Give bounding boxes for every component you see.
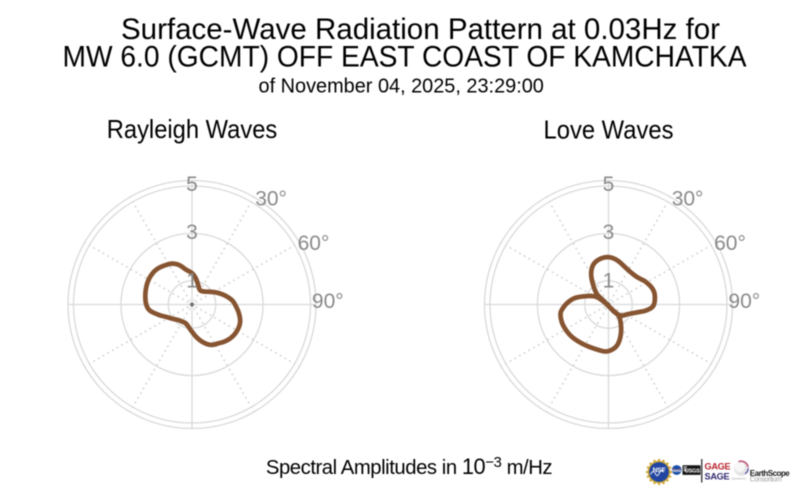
svg-text:NASA: NASA [672,469,682,473]
svg-text:5: 5 [603,173,615,196]
svg-text:90°: 90° [728,290,760,313]
svg-text:Operated by: Operated by [732,477,747,481]
svg-text:USGS: USGS [685,468,701,474]
svg-text:60°: 60° [714,232,746,255]
svg-text:NSF: NSF [653,467,666,474]
svg-text:of November 04, 2025, 23:29:00: of November 04, 2025, 23:29:00 [259,75,544,97]
svg-text:3: 3 [186,221,198,244]
svg-text:Love Waves: Love Waves [544,114,674,144]
svg-text:Surface-Wave Radiation Pattern: Surface-Wave Radiation Pattern at 0.03Hz… [121,13,720,46]
svg-text:3: 3 [603,221,615,244]
svg-text:Consortium: Consortium [750,477,782,484]
svg-text:EarthScope: EarthScope [750,469,791,478]
svg-text:GAGE: GAGE [705,462,731,472]
svg-text:SAGE: SAGE [705,471,730,481]
svg-text:30°: 30° [672,187,704,210]
svg-text:MW 6.0 (GCMT) OFF EAST COAST O: MW 6.0 (GCMT) OFF EAST COAST OF KAMCHATK… [63,41,747,74]
svg-text:5: 5 [186,173,198,196]
svg-text:Spectral Amplitudes in 10−3 m/: Spectral Amplitudes in 10−3 m/Hz [266,454,553,479]
svg-text:30°: 30° [255,187,287,210]
svg-text:Rayleigh Waves: Rayleigh Waves [107,114,278,144]
svg-text:1: 1 [186,269,198,292]
svg-text:90°: 90° [312,290,344,313]
svg-text:1: 1 [603,269,615,292]
svg-text:60°: 60° [298,232,330,255]
